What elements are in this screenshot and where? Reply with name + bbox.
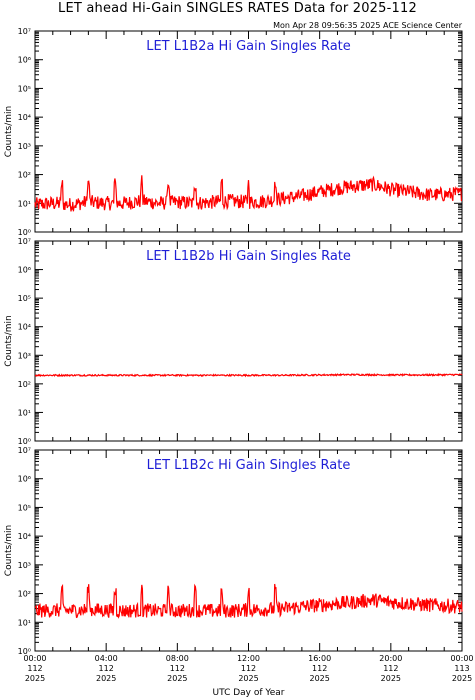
y-tick-label: 10⁷ xyxy=(18,27,31,36)
x-tick-doy: 112 xyxy=(27,664,42,673)
y-tick-label: 10⁶ xyxy=(18,56,31,65)
panel-frame xyxy=(34,30,463,233)
y-tick-label: 10⁵ xyxy=(18,84,31,93)
y-tick-label: 10⁴ xyxy=(18,532,31,541)
y-tick-label: 10² xyxy=(18,590,31,599)
panel-title: LET L1B2b Hi Gain Singles Rate xyxy=(146,249,351,264)
x-tick-time: 16:00 xyxy=(308,654,331,663)
series-line xyxy=(34,583,463,619)
x-tick-time: 08:00 xyxy=(166,654,189,663)
x-tick-doy: 113 xyxy=(454,664,469,673)
x-tick-doy: 112 xyxy=(383,664,398,673)
y-axis-label: Counts/min xyxy=(4,315,14,366)
panel-title: LET L1B2a Hi Gain Singles Rate xyxy=(146,39,351,54)
y-tick-label: 10³ xyxy=(18,561,31,570)
y-tick-label: 10¹ xyxy=(18,408,31,417)
x-tick-year: 2025 xyxy=(238,674,258,683)
chart-main-title: LET ahead Hi-Gain SINGLES RATES Data for… xyxy=(58,1,417,16)
x-tick-doy: 112 xyxy=(241,664,256,673)
y-tick-label: 10² xyxy=(18,171,31,180)
y-tick-label: 10⁷ xyxy=(18,237,31,246)
y-tick-label: 10⁶ xyxy=(18,266,31,275)
y-tick-label: 10⁰ xyxy=(18,228,31,237)
y-axis-label: Counts/min xyxy=(4,525,14,576)
y-tick-label: 10⁰ xyxy=(18,437,31,446)
y-tick-label: 10⁵ xyxy=(18,503,31,512)
y-tick-label: 10³ xyxy=(18,351,31,360)
x-tick-year: 2025 xyxy=(25,674,45,683)
series-line xyxy=(34,175,463,212)
panel-title: LET L1B2c Hi Gain Singles Rate xyxy=(147,458,351,473)
x-tick-year: 2025 xyxy=(452,674,472,683)
series-line xyxy=(35,372,463,378)
x-tick-time: 20:00 xyxy=(379,654,402,663)
x-axis-label: UTC Day of Year xyxy=(213,688,285,698)
x-tick-year: 2025 xyxy=(309,674,329,683)
y-tick-label: 10⁷ xyxy=(18,446,31,455)
x-tick-year: 2025 xyxy=(381,674,401,683)
y-tick-label: 10² xyxy=(18,380,31,389)
panel-frame xyxy=(34,240,463,442)
x-tick-doy: 112 xyxy=(170,664,185,673)
y-tick-label: 10³ xyxy=(18,142,31,151)
y-tick-label: 10⁴ xyxy=(18,323,31,332)
x-tick-doy: 112 xyxy=(99,664,114,673)
generation-timestamp: Mon Apr 28 09:56:35 2025 ACE Science Cen… xyxy=(273,21,462,30)
panel-frame xyxy=(34,449,463,652)
y-tick-label: 10¹ xyxy=(18,199,31,208)
y-tick-label: 10⁵ xyxy=(18,294,31,303)
x-tick-year: 2025 xyxy=(167,674,187,683)
y-tick-label: 10⁴ xyxy=(18,113,31,122)
x-tick-time: 12:00 xyxy=(237,654,260,663)
y-tick-label: 10¹ xyxy=(18,618,31,627)
x-tick-time: 04:00 xyxy=(95,654,118,663)
x-tick-time: 00:00 xyxy=(23,654,46,663)
x-tick-doy: 112 xyxy=(312,664,327,673)
y-axis-label: Counts/min xyxy=(4,106,14,157)
y-tick-label: 10⁰ xyxy=(18,647,31,656)
y-tick-label: 10⁶ xyxy=(18,475,31,484)
x-tick-time: 00:00 xyxy=(450,654,473,663)
x-tick-year: 2025 xyxy=(96,674,116,683)
